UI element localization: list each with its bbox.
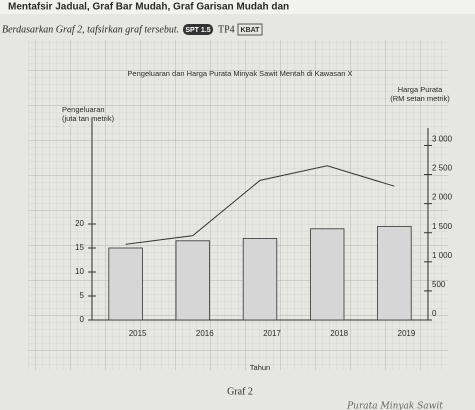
y2-tick-label: 0 bbox=[432, 309, 437, 318]
y-tick-label: 10 bbox=[75, 267, 84, 276]
badge-box bbox=[237, 23, 263, 36]
line bbox=[125, 165, 395, 245]
y2-tick-label: 500 bbox=[432, 280, 446, 289]
header-band bbox=[0, 0, 475, 14]
badge: TP4 bbox=[218, 24, 235, 35]
y-tick-label: 5 bbox=[80, 291, 85, 300]
chart-title: Pengeluaran dan Harga Purata Minyak Sawi… bbox=[127, 69, 352, 78]
x-tick-label: 2019 bbox=[398, 329, 416, 338]
x-tick-label: 2017 bbox=[263, 329, 281, 338]
bar bbox=[242, 237, 278, 321]
y2-tick-label: 3 000 bbox=[432, 135, 453, 144]
badge-bg bbox=[183, 24, 213, 35]
x-tick-label: 2016 bbox=[196, 329, 214, 338]
y-tick-label: 20 bbox=[75, 219, 84, 228]
y-tick-label: 0 bbox=[80, 315, 85, 324]
handwritten-note: Purata Minyak Sawit bbox=[346, 402, 443, 410]
y2-axis-label: (RM setan metrik) bbox=[390, 94, 450, 103]
bar bbox=[175, 240, 210, 321]
header-title: Mentafsir Jadual, Graf Bar Mudah, Graf G… bbox=[8, 2, 289, 13]
y2-tick-label: 2 500 bbox=[432, 164, 453, 173]
x-axis-label: Tahun bbox=[250, 363, 270, 372]
badge: KBAT bbox=[241, 27, 261, 34]
y2-tick-label: 1 000 bbox=[432, 251, 453, 260]
caption: Graf 2 bbox=[227, 386, 253, 397]
x-tick-label: 2015 bbox=[129, 329, 147, 338]
instruction: Berdasarkan Graf 2, tafsirkan graf terse… bbox=[2, 24, 179, 35]
y2-axis-label: Harga Purata bbox=[398, 85, 443, 94]
x-tick-label: 2018 bbox=[330, 329, 348, 338]
badge: SPT 1.5 bbox=[185, 27, 210, 34]
bar bbox=[309, 228, 345, 321]
bar bbox=[108, 247, 143, 321]
bar bbox=[377, 225, 412, 321]
y-axis-label: Pengeluaran bbox=[62, 105, 105, 114]
y-tick-label: 15 bbox=[75, 243, 84, 252]
y2-tick-label: 1 500 bbox=[432, 222, 453, 231]
y2-tick-label: 2 000 bbox=[432, 193, 453, 202]
y-axis-label: (juta tan metrik) bbox=[62, 114, 115, 123]
